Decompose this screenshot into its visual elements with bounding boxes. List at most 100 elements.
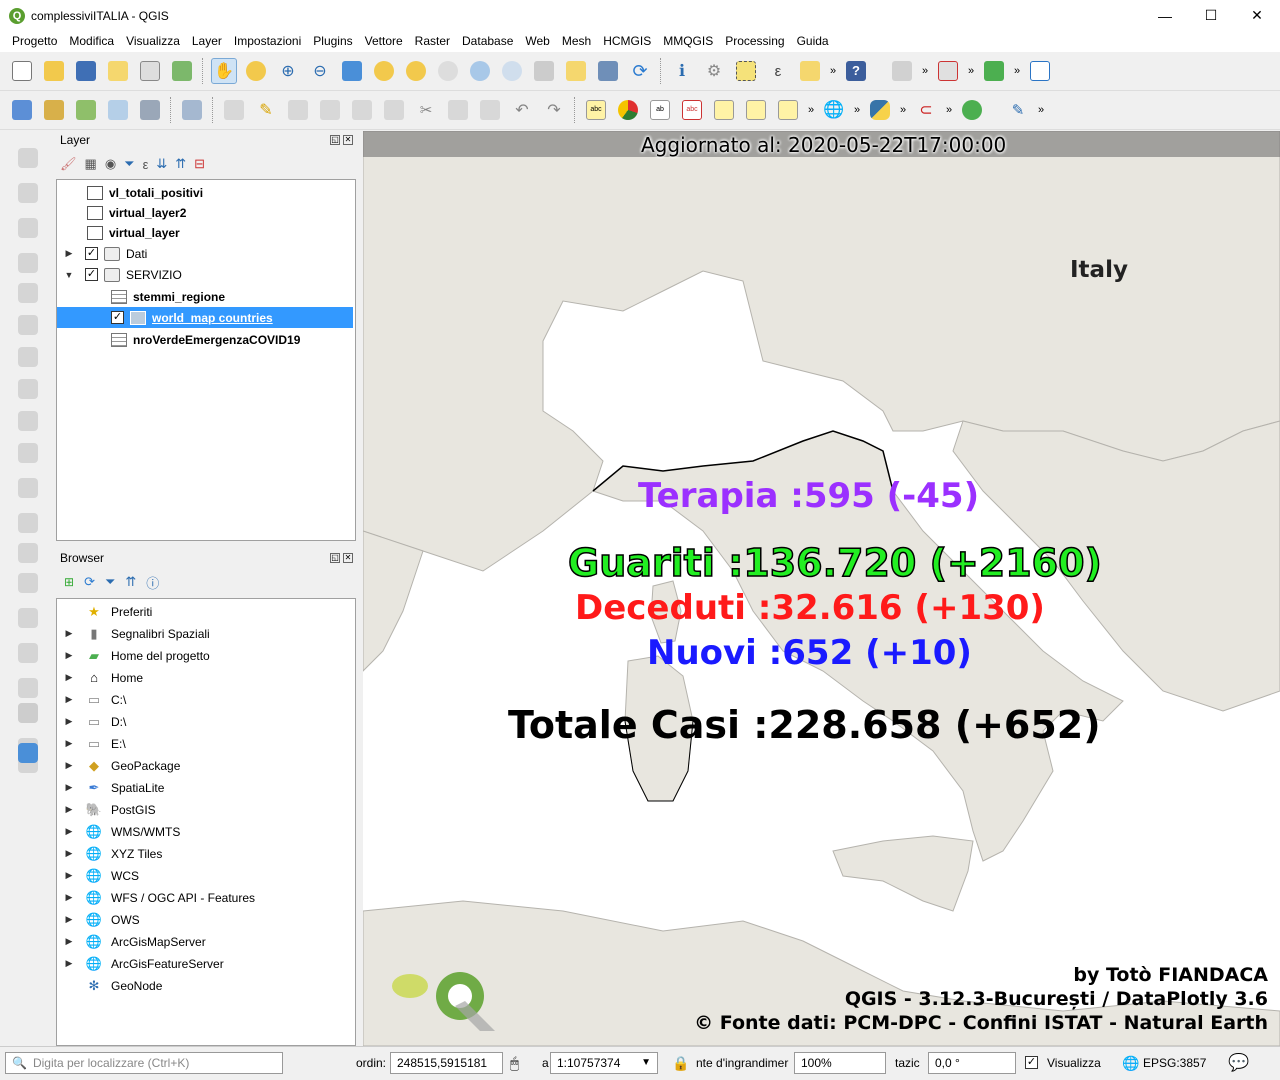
locator-plugin-icon[interactable] [981, 58, 1007, 84]
toolbar-overflow-icon[interactable]: » [921, 65, 929, 77]
browser-item[interactable]: ▶ 🌐 ArcGisMapServer [63, 931, 206, 952]
browser-item[interactable]: ▶ ▰ Home del progetto [63, 645, 210, 666]
layer-row-selected[interactable]: ✓ world_map countries [57, 307, 353, 328]
rotate-feature-icon[interactable] [16, 541, 40, 565]
delete-selected-icon[interactable] [381, 97, 407, 123]
diagram-icon[interactable] [615, 97, 641, 123]
fill-ring-icon[interactable] [16, 251, 40, 275]
zoom-to-selection-icon[interactable] [371, 58, 397, 84]
pan-map-icon[interactable]: ✋ [211, 58, 237, 84]
offset-curve-icon[interactable] [16, 377, 40, 401]
simplify-icon[interactable] [16, 511, 40, 535]
crs-button[interactable]: EPSG:3857 [1143, 1056, 1207, 1070]
browser-item[interactable]: ▶ 🌐 OWS [63, 909, 140, 930]
split-parts-icon[interactable] [16, 441, 40, 465]
deselect-features-icon[interactable] [797, 58, 823, 84]
save-project-icon[interactable] [73, 58, 99, 84]
browser-item[interactable]: ▶ ▮ Segnalibri Spaziali [63, 623, 210, 644]
open-project-icon[interactable] [41, 58, 67, 84]
undo-icon[interactable]: ↶ [515, 102, 529, 119]
filter-legend-icon[interactable]: ⏷ [124, 156, 135, 171]
add-part-icon[interactable] [16, 216, 40, 240]
browser-item[interactable]: ▶ 🐘 PostGIS [63, 799, 156, 820]
current-edits-icon[interactable] [221, 97, 247, 123]
new-shapefile-icon[interactable] [105, 97, 131, 123]
help-icon[interactable]: ? [843, 58, 869, 84]
refresh-icon[interactable]: ⟳ [84, 574, 95, 589]
toolbar-overflow-icon[interactable]: » [829, 65, 837, 77]
share-icon[interactable] [959, 97, 985, 123]
layer-checkbox[interactable]: ✓ [111, 311, 124, 324]
dataplotly-icon[interactable] [1027, 58, 1053, 84]
new-print-layout-icon[interactable] [105, 58, 131, 84]
toolbar-overflow-icon[interactable]: » [1013, 65, 1021, 77]
group-row[interactable]: ▶ ✓ Dati [63, 243, 147, 264]
expand-arrow-icon[interactable]: ▶ [65, 672, 73, 682]
refresh-icon[interactable]: ⟳ [632, 60, 648, 81]
layer-row[interactable]: virtual_layer2 [87, 202, 186, 223]
browser-item[interactable]: ▶ ▭ D:\ [63, 711, 127, 732]
float-panel-icon[interactable]: ◱ [330, 553, 340, 563]
coordinate-field[interactable]: 248515,5915181 [390, 1052, 503, 1074]
maximize-button[interactable]: ☐ [1204, 7, 1218, 23]
expand-arrow-icon[interactable]: ▶ [65, 826, 73, 836]
menu-visualizza[interactable]: Visualizza [126, 34, 180, 48]
menu-impostazioni[interactable]: Impostazioni [233, 34, 302, 48]
zoom-last-icon[interactable] [467, 58, 493, 84]
browser-item[interactable]: ▶ ⌂ Home [63, 667, 143, 688]
menu-vettore[interactable]: Vettore [364, 34, 403, 48]
select-features-icon[interactable] [733, 58, 759, 84]
add-layers-icon[interactable]: ⊞ [64, 575, 75, 589]
zoom-next-icon[interactable] [499, 58, 525, 84]
layer-row[interactable]: nroVerdeEmergenzaCOVID19 [111, 329, 300, 350]
show-bookmarks-icon[interactable] [595, 58, 621, 84]
collapse-icon[interactable]: ⇈ [125, 574, 137, 589]
collapse-all-icon[interactable]: ⇈ [175, 156, 187, 171]
layer-checkbox[interactable]: ✓ [85, 268, 98, 281]
crs-globe-icon[interactable]: 🌐 [1122, 1055, 1140, 1071]
filter-expression-icon[interactable]: ε [142, 156, 149, 172]
messages-icon[interactable]: 💬 [1228, 1053, 1250, 1072]
layout-manager-icon[interactable] [137, 58, 163, 84]
run-action-icon[interactable]: ⚙ [706, 63, 722, 80]
rotate-label-icon[interactable] [743, 97, 769, 123]
add-wms-icon[interactable] [137, 97, 163, 123]
zoom-to-layer-icon[interactable] [403, 58, 429, 84]
locator-search-input[interactable]: 🔍 Digita per localizzare (Ctrl+K) [5, 1052, 283, 1074]
browser-item[interactable]: ▶ ▭ E:\ [63, 733, 126, 754]
toolbar-overflow-icon[interactable]: » [1037, 104, 1045, 116]
browser-item[interactable]: ★ Preferiti [85, 601, 152, 622]
toolbar-overflow-icon[interactable]: » [853, 104, 861, 116]
label-tool-icon[interactable]: abc [583, 97, 609, 123]
menu-modifica[interactable]: Modifica [69, 34, 115, 48]
close-panel-icon[interactable]: ✕ [343, 135, 353, 145]
copy-move-icon[interactable] [16, 641, 40, 665]
measure-icon[interactable] [889, 58, 915, 84]
collapse-arrow-icon[interactable]: ▼ [64, 269, 74, 280]
close-panel-icon[interactable]: ✕ [343, 553, 353, 563]
toolbar-overflow-icon[interactable]: » [899, 104, 907, 116]
edit-tool-icon[interactable]: ✎ [1011, 102, 1025, 119]
toolbar-overflow-icon[interactable]: » [807, 104, 815, 116]
expand-arrow-icon[interactable]: ▶ [65, 958, 73, 968]
expand-arrow-icon[interactable]: ▶ [65, 892, 73, 902]
layer-row[interactable]: stemmi_regione [111, 286, 225, 307]
browser-item[interactable]: ▶ ✒ SpatiaLite [63, 777, 165, 798]
scale-combobox[interactable]: 1:10757374 ▼ [550, 1052, 658, 1074]
snapping-icon[interactable]: ⊂ [919, 102, 933, 119]
move-feature-icon[interactable] [16, 606, 40, 630]
expand-arrow-icon[interactable]: ▶ [65, 738, 73, 748]
zoom-out-icon[interactable]: ⊖ [313, 63, 327, 80]
menu-database[interactable]: Database [462, 34, 514, 48]
magnifier-spinbox[interactable]: 100% [794, 1052, 886, 1074]
browser-item[interactable]: ▶ 🌐 WFS / OGC API - Features [63, 887, 256, 908]
menu-guida[interactable]: Guida [796, 34, 829, 48]
filter-icon[interactable]: ⏷ [104, 574, 116, 589]
add-feature-icon[interactable] [317, 97, 343, 123]
menu-web[interactable]: Web [525, 34, 550, 48]
menu-raster[interactable]: Raster [414, 34, 451, 48]
layer-row[interactable]: vl_totali_positivi [87, 182, 203, 203]
expand-arrow-icon[interactable]: ▶ [65, 914, 73, 924]
expand-arrow-icon[interactable]: ▶ [65, 804, 73, 814]
pan-to-selection-icon[interactable] [243, 58, 269, 84]
